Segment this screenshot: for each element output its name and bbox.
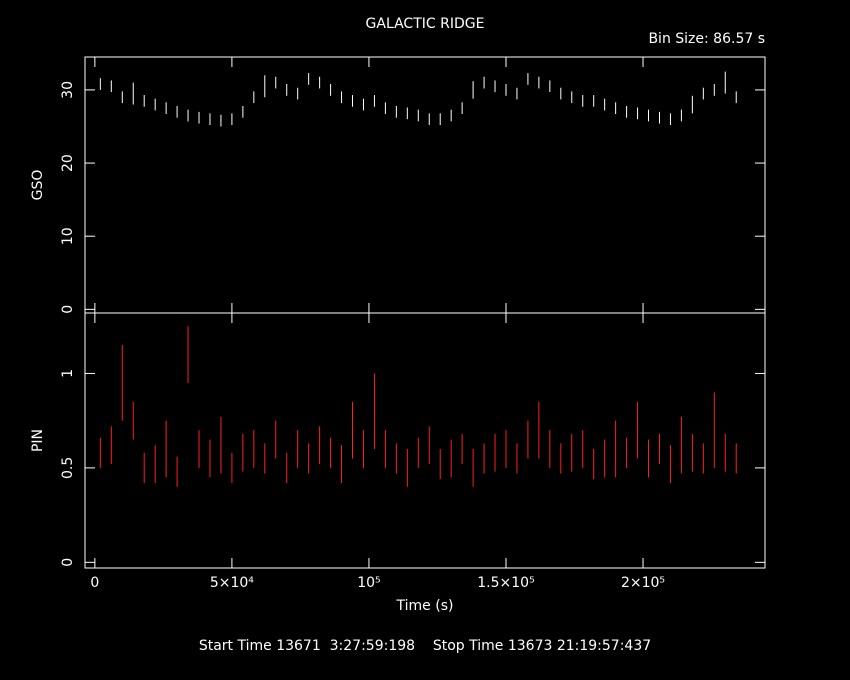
y-axis-label: GSO	[30, 170, 46, 201]
y-tick-label: 20	[60, 154, 76, 172]
y-tick-label: 30	[60, 81, 76, 99]
x-axis-label: Time (s)	[396, 598, 454, 614]
bin-size: Bin Size: 86.57 s	[648, 31, 765, 47]
y-tick-label: 0	[60, 305, 76, 314]
y-tick-label: 0	[60, 558, 76, 567]
y-tick-label: 1	[60, 369, 76, 378]
top-frame	[84, 56, 766, 314]
x-tick-label: 10⁵	[357, 575, 380, 591]
chart-title: GALACTIC RIDGE	[366, 16, 485, 32]
x-tick-label: 0	[90, 575, 99, 591]
x-tick-label: 2×10⁵	[621, 575, 665, 591]
x-tick-label: 5×10⁴	[210, 575, 254, 591]
bottom-frame	[84, 312, 766, 569]
y-tick-label: 0.5	[60, 457, 76, 479]
y-tick-label: 10	[60, 227, 76, 245]
y-axis-label: PIN	[30, 429, 46, 452]
footer: Start Time 13671 3:27:59:198 Stop Time 1…	[199, 638, 651, 654]
x-tick-label: 1.5×10⁵	[477, 575, 534, 591]
